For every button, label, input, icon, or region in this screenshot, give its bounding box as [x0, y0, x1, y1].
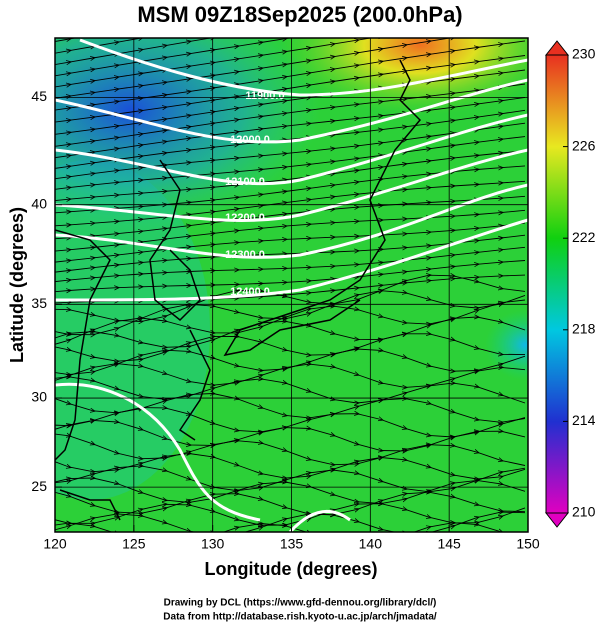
contour-label: 12000.0 [230, 134, 270, 146]
contour-label: 11900.0 [245, 90, 284, 102]
y-tick-label: 30 [31, 389, 47, 405]
x-axis-label: Longitude (degrees) [204, 559, 377, 579]
contour-label: 12100.0 [225, 176, 265, 188]
y-axis-label: Latitude (degrees) [7, 207, 27, 363]
y-tick-label: 25 [31, 478, 47, 494]
colorbar-extend [544, 40, 570, 56]
y-tick-label: 45 [31, 88, 47, 104]
y-tick-label: 40 [31, 195, 47, 211]
colorbar-tick-label: 222 [572, 229, 596, 245]
chart-title: MSM 09Z18Sep2025 (200.0hPa) [137, 2, 462, 27]
x-tick-label: 145 [437, 536, 461, 552]
coastline [55, 59, 422, 521]
x-tick-label: 135 [280, 536, 304, 552]
x-tick-label: 150 [516, 536, 540, 552]
colorbar-tick-label: 230 [572, 46, 596, 62]
contour-label: 12300.0 [225, 249, 265, 261]
map-field: 11900.0 12000.0 12100.0 12200.0 12300.0 12400… [55, 38, 528, 532]
credit: Drawing by DCL (https://www.gfd-dennou.o… [164, 598, 437, 609]
streamline [55, 478, 526, 504]
y-tick-label: 35 [31, 295, 47, 311]
x-tick-label: 125 [122, 536, 146, 552]
colorbar-tick-label: 210 [572, 504, 596, 520]
colorbar-tick-label: 226 [572, 137, 596, 153]
colorbar-extend [544, 512, 570, 528]
x-tick-label: 130 [201, 536, 225, 552]
colorbar [545, 54, 569, 514]
contours [55, 38, 528, 532]
contour-label: 12200.0 [225, 212, 265, 224]
credit: Data from http://database.rish.kyoto-u.a… [163, 612, 437, 623]
contour-label: 12400.0 [230, 286, 270, 298]
streamline [55, 523, 525, 532]
x-tick-label: 120 [43, 536, 67, 552]
x-tick-label: 140 [359, 536, 383, 552]
colorbar-tick-label: 214 [572, 412, 596, 428]
colorbar-tick-label: 218 [572, 321, 596, 337]
